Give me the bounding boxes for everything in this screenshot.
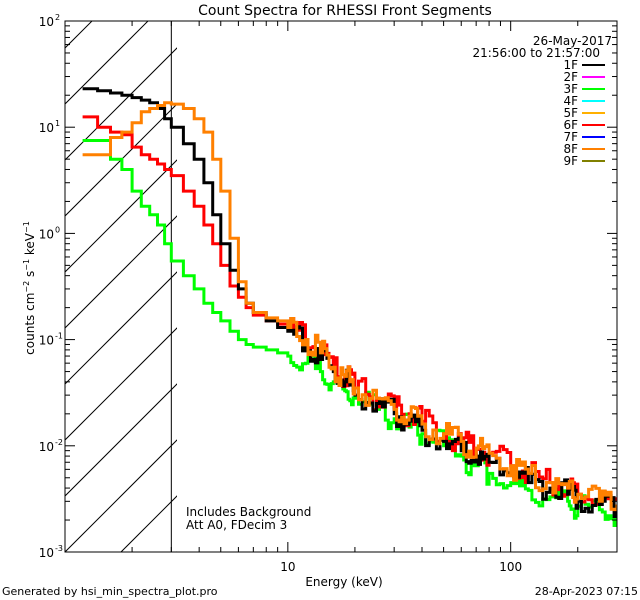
- hatch-line: [345, 0, 640, 552]
- hatch-line: [569, 0, 640, 552]
- y-tick-label: 10: [39, 121, 54, 135]
- legend-label: 9F: [563, 154, 578, 168]
- series-line-1F: [82, 87, 617, 519]
- date-label: 26-May-2017: [533, 34, 612, 48]
- y-tick-label: 10: [39, 15, 54, 29]
- time-range-label: 21:56:00 to 21:57:00: [473, 46, 600, 60]
- hatch-line: [625, 0, 640, 552]
- legend-label: 7F: [563, 130, 578, 144]
- hatch-line: [233, 0, 640, 552]
- y-tick-label: 10: [39, 227, 54, 241]
- hatch-line: [289, 0, 640, 552]
- series-group: [82, 87, 617, 527]
- y-tick-exponent: 0: [55, 225, 60, 234]
- y-tick-exponent: 2: [55, 13, 60, 22]
- hatch-line: [401, 0, 640, 552]
- legend-label: 5F: [563, 106, 578, 120]
- chart-title: Count Spectra for RHESSI Front Segments: [198, 3, 492, 19]
- hatch-line: [0, 0, 105, 552]
- hatch-line: [65, 21, 149, 105]
- hatch-line: [120, 495, 177, 552]
- attenuated-region-hatch: [0, 0, 640, 552]
- axis-ticks: [64, 20, 618, 553]
- x-tick-label: 100: [499, 560, 522, 574]
- x-axis-label: Energy (keV): [305, 575, 382, 589]
- y-tick-exponent: 1: [55, 119, 60, 128]
- y-tick-exponent: -3: [55, 544, 63, 553]
- y-tick-label: 10: [39, 546, 54, 560]
- annotation-background: Includes Background: [186, 505, 311, 519]
- legend-label: 1F: [563, 58, 578, 72]
- hatch-line: [65, 383, 177, 497]
- hatch-line: [65, 439, 177, 552]
- plot-frame: [64, 20, 618, 553]
- hatch-line: [65, 271, 177, 385]
- series-line-6F: [82, 115, 617, 507]
- series-line-8F: [82, 101, 617, 512]
- hatch-line: [65, 215, 177, 329]
- legend-label: 3F: [563, 82, 578, 96]
- y-tick-exponent: -1: [55, 332, 63, 341]
- x-tick-labels: 10 100: [280, 560, 522, 574]
- y-tick-label: 10: [39, 334, 54, 348]
- legend-label: 2F: [563, 70, 578, 84]
- hatch-line: [65, 159, 177, 273]
- legend-label: 6F: [563, 118, 578, 132]
- y-axis-label: counts cm−2 s−1 keV−1: [22, 221, 37, 355]
- legend-label: 4F: [563, 94, 578, 108]
- x-tick-label: 10: [280, 560, 295, 574]
- y-tick-label: 10: [39, 440, 54, 454]
- y-tick-exponent: -2: [55, 438, 63, 447]
- footer-timestamp: 28-Apr-2023 07:15: [535, 585, 638, 598]
- annotation-attenuator: Att A0, FDecim 3: [186, 518, 287, 532]
- legend-label: 8F: [563, 142, 578, 156]
- hatch-line: [65, 103, 177, 217]
- footer-generated-by: Generated by hsi_min_spectra_plot.pro: [2, 585, 218, 598]
- hatch-line: [65, 47, 177, 161]
